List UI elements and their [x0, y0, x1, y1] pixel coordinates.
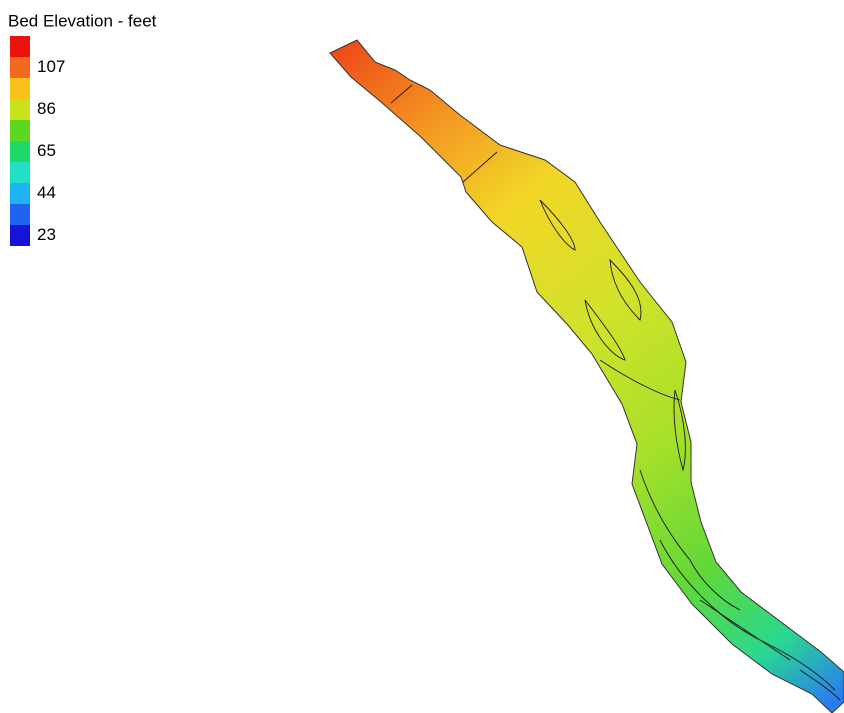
legend-swatch — [10, 183, 30, 204]
river — [330, 40, 844, 713]
legend-title: Bed Elevation - feet — [8, 11, 157, 30]
legend-swatch — [10, 162, 30, 183]
legend-swatch — [10, 99, 30, 120]
legend: Bed Elevation - feet 107 86 65 44 23 — [8, 11, 157, 246]
legend-swatch — [10, 57, 30, 78]
map: Bed Elevation - feet 107 86 65 44 23 — [0, 0, 844, 713]
legend-swatch — [10, 120, 30, 141]
legend-swatch — [10, 204, 30, 225]
legend-swatch — [10, 78, 30, 99]
legend-label: 65 — [37, 141, 56, 160]
legend-swatch — [10, 225, 30, 246]
legend-label: 86 — [37, 99, 56, 118]
legend-swatch — [10, 141, 30, 162]
legend-label: 44 — [37, 183, 56, 202]
river-surface — [330, 40, 844, 713]
legend-label: 23 — [37, 225, 56, 244]
legend-label: 107 — [37, 57, 65, 76]
legend-swatch — [10, 36, 30, 57]
